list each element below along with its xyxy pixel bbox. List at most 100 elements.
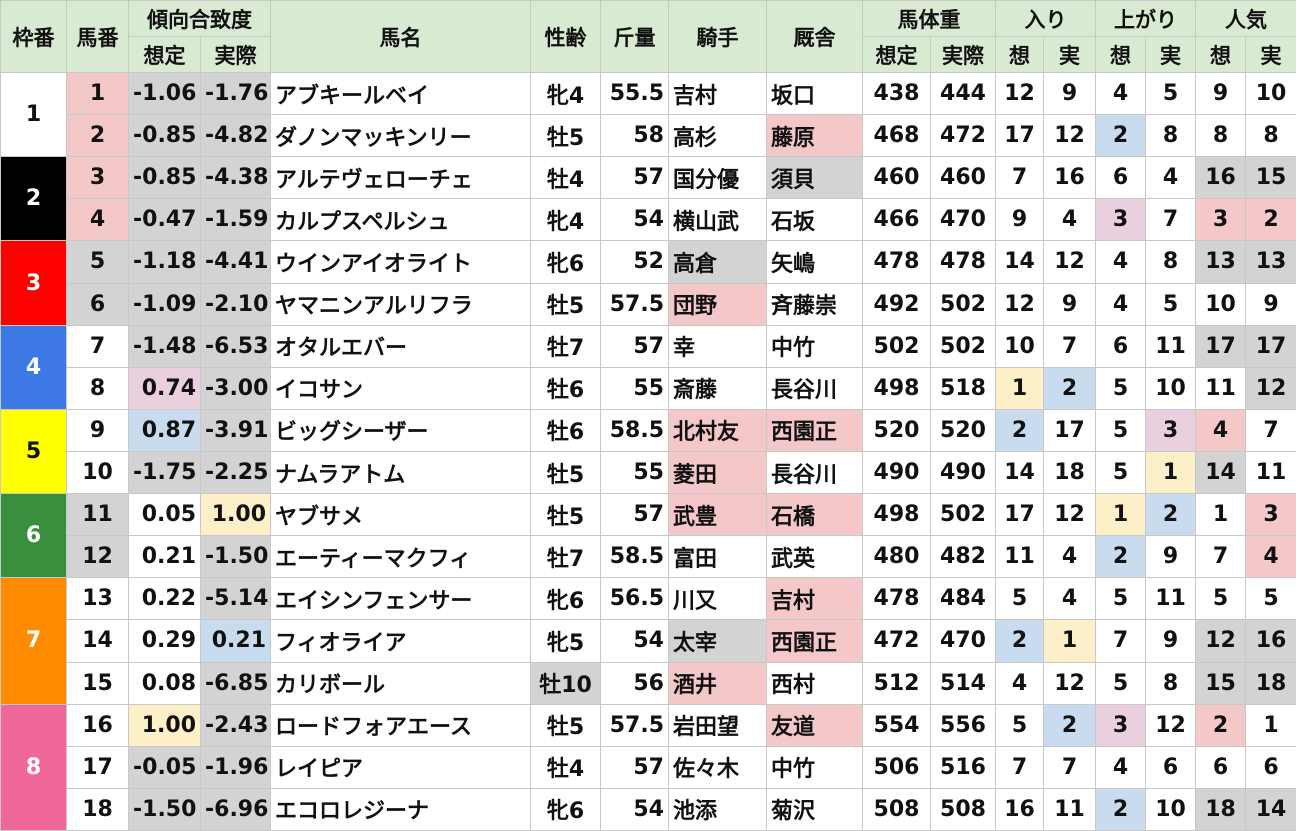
sex-age: 牡5 [530,493,601,537]
horse-number: 6 [66,282,129,326]
body-weight-expected: 460 [862,156,931,200]
finish-actual: 5 [1145,282,1196,326]
column-subheader: 実 [1043,36,1096,73]
popularity-actual: 11 [1245,450,1296,495]
horse-number: 14 [66,619,129,663]
popularity-actual: 13 [1245,240,1296,284]
start-actual: 16 [1043,156,1096,200]
popularity-actual: 5 [1245,577,1296,621]
jockey: 団野 [668,282,767,326]
column-header: 人気 [1195,0,1296,37]
popularity-actual: 2 [1245,198,1296,242]
expected-match: -1.48 [128,324,201,368]
actual-match: -6.85 [200,661,271,705]
body-weight-actual: 478 [930,240,996,284]
jockey: 北村友 [668,408,767,452]
finish-expected: 2 [1095,787,1146,831]
body-weight-actual: 508 [930,787,996,831]
sex-age: 牝4 [530,71,601,116]
start-actual: 4 [1043,577,1096,621]
weight-carried: 57 [600,156,669,200]
finish-expected: 3 [1095,198,1146,242]
finish-actual: 5 [1145,71,1196,116]
finish-actual: 3 [1145,408,1196,452]
body-weight-expected: 468 [862,114,931,158]
body-weight-expected: 520 [862,408,931,452]
horse-number: 13 [66,577,129,621]
table-row: 7 13 0.22 -5.14 エイシンフェンサー 牝6 56.5 川又 吉村 478 484 5 4 5… [0,577,1296,705]
trainer: 西園正 [766,619,863,663]
expected-match: -1.50 [128,787,201,831]
popularity-actual: 7 [1245,408,1296,452]
header-subrow: 想定 実際 想定 実際想実想実想実 [1,36,1296,73]
horse-name: ウインアイオライト [270,240,531,284]
body-weight-expected: 512 [862,661,931,705]
sex-age: 牝6 [530,577,601,621]
start-actual: 11 [1043,787,1096,831]
trainer: 坂口 [766,71,863,116]
trainer: 菊沢 [766,787,863,831]
popularity-actual: 8 [1245,114,1296,158]
weight-carried: 54 [600,619,669,663]
popularity-expected: 4 [1195,408,1246,452]
finish-actual: 7 [1145,198,1196,242]
body-weight-expected: 506 [862,745,931,789]
table-row: 17 -0.05 -1.96 レイピア 牡4 57 佐々木 中竹 506 516 7 7 4 6 6 6 [1,745,1296,789]
header-row: 枠番 馬番 傾向合致度 馬名 性齢 斤量 騎手 厩舎 馬体重 入り 上がり 人気 [0,0,1296,73]
start-expected: 14 [995,240,1044,284]
weight-carried: 57 [600,324,669,368]
finish-actual: 11 [1145,324,1196,368]
finish-expected: 6 [1095,156,1146,200]
column-header: 上がり [1095,0,1196,37]
horse-number: 3 [66,156,129,200]
actual-match: -2.25 [200,450,271,495]
start-actual: 12 [1043,661,1096,705]
table-row: 8 0.74 -3.00 イコサン 牡6 55 斎藤 長谷川 498 518 1 2 5 10 11 12 [1,366,1296,410]
start-actual: 2 [1043,703,1096,747]
finish-actual: 11 [1145,577,1196,621]
horse-name: エーティーマクフィ [270,535,531,579]
horse-number: 2 [66,114,129,158]
horse-number: 5 [66,240,129,284]
body: 1 1 -1.06 -1.76 アブキールベイ 牝4 55.5 吉村 坂口 438 444 12 9 4 5… [0,71,1296,831]
sex-age: 牡5 [530,703,601,747]
jockey: 武豊 [668,493,767,537]
sex-age: 牡10 [530,661,601,705]
actual-match: -1.59 [200,198,271,242]
jockey: 岩田望 [668,703,767,747]
popularity-expected: 8 [1195,114,1246,158]
actual-match: -1.50 [200,535,271,579]
sex-age: 牡6 [530,366,601,410]
popularity-expected: 14 [1195,450,1246,495]
popularity-actual: 16 [1245,619,1296,663]
frame-number: 7 [0,577,67,705]
popularity-expected: 3 [1195,198,1246,242]
weight-carried: 56.5 [600,577,669,621]
jockey: 高倉 [668,240,767,284]
weight-carried: 57 [600,493,669,537]
sex-age: 牡4 [530,745,601,789]
horse-number: 1 [66,71,129,116]
jockey: 斎藤 [668,366,767,410]
actual-match: -3.00 [200,366,271,410]
trainer: 須貝 [766,156,863,200]
frame-number: 8 [0,703,67,831]
expected-match: 0.29 [128,619,201,663]
trainer: 藤原 [766,114,863,158]
column-subheader: 想 [1095,36,1146,73]
column-header: 馬名 [270,0,531,73]
start-expected: 2 [995,619,1044,663]
sex-age: 牡5 [530,282,601,326]
expected-match: -0.85 [128,156,201,200]
weight-carried: 55 [600,450,669,495]
jockey: 横山武 [668,198,767,242]
actual-match: -4.82 [200,114,271,158]
horse-number: 18 [66,787,129,831]
jockey: 高杉 [668,114,767,158]
body-weight-expected: 472 [862,619,931,663]
sex-age: 牝6 [530,240,601,284]
body-weight-expected: 508 [862,787,931,831]
body-weight-actual: 502 [930,324,996,368]
